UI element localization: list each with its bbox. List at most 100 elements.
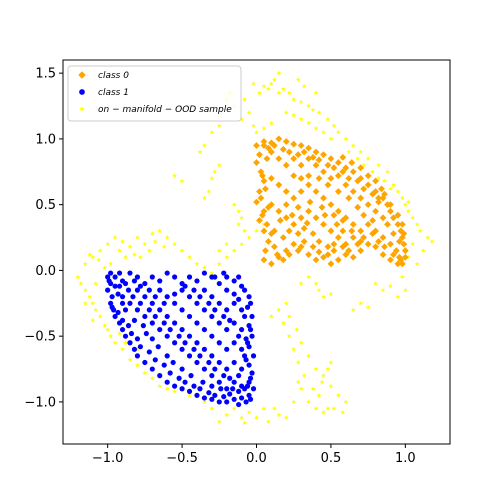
point-class-0 bbox=[320, 194, 327, 202]
point-class-0 bbox=[387, 256, 394, 264]
point-class-1 bbox=[247, 375, 254, 381]
point-class-1 bbox=[197, 386, 203, 392]
point-class-1 bbox=[122, 307, 129, 313]
point-class-1 bbox=[206, 390, 212, 396]
point-class-1 bbox=[206, 359, 212, 366]
point-class-1 bbox=[186, 313, 193, 320]
point-class-1 bbox=[194, 359, 200, 366]
point-class-1 bbox=[186, 274, 193, 280]
point-ood-sample bbox=[286, 313, 292, 319]
point-ood-sample bbox=[268, 313, 274, 319]
point-class-1 bbox=[246, 323, 252, 329]
point-ood-sample bbox=[387, 186, 393, 191]
point-class-0 bbox=[312, 188, 320, 195]
point-class-0 bbox=[282, 201, 290, 209]
point-class-1 bbox=[239, 366, 245, 372]
point-ood-sample bbox=[127, 244, 133, 249]
point-class-0 bbox=[320, 253, 327, 261]
point-class-0 bbox=[253, 198, 260, 206]
series-class-1 bbox=[105, 270, 257, 408]
point-ood-sample bbox=[429, 238, 435, 244]
point-ood-sample bbox=[321, 294, 326, 299]
legend-marker-ood-sample bbox=[79, 106, 85, 112]
point-class-1 bbox=[216, 399, 222, 405]
point-ood-sample bbox=[224, 241, 230, 247]
point-ood-sample bbox=[87, 252, 93, 257]
point-ood-sample bbox=[82, 300, 88, 306]
point-class-0 bbox=[354, 177, 362, 185]
point-class-1 bbox=[186, 294, 193, 300]
point-class-0 bbox=[294, 151, 302, 159]
point-class-1 bbox=[209, 383, 215, 389]
point-ood-sample bbox=[365, 304, 371, 310]
point-class-1 bbox=[134, 307, 141, 313]
point-class-0 bbox=[263, 220, 271, 228]
point-class-1 bbox=[131, 346, 138, 352]
x-tick-label: −0.5 bbox=[166, 451, 198, 466]
point-class-1 bbox=[125, 323, 132, 329]
point-class-0 bbox=[300, 148, 308, 156]
point-class-1 bbox=[221, 394, 227, 400]
point-ood-sample bbox=[179, 248, 185, 253]
point-class-0 bbox=[305, 207, 312, 215]
y-tick-label: −1.0 bbox=[24, 395, 56, 410]
point-ood-sample bbox=[246, 110, 252, 115]
point-class-1 bbox=[201, 346, 208, 352]
point-class-0 bbox=[360, 234, 368, 241]
point-class-1 bbox=[239, 383, 245, 389]
point-ood-sample bbox=[117, 330, 123, 336]
y-tick-label: 1.5 bbox=[35, 67, 56, 82]
point-ood-sample bbox=[276, 90, 282, 95]
point-ood-sample bbox=[355, 156, 361, 161]
point-class-0 bbox=[345, 247, 353, 255]
point-class-0 bbox=[334, 234, 342, 241]
point-class-0 bbox=[312, 161, 320, 169]
point-ood-sample bbox=[149, 230, 155, 236]
point-ood-sample bbox=[239, 215, 245, 220]
point-ood-sample bbox=[172, 388, 178, 394]
point-class-1 bbox=[137, 283, 143, 289]
point-class-1 bbox=[241, 287, 248, 293]
point-class-1 bbox=[247, 396, 254, 402]
point-ood-sample bbox=[370, 169, 376, 174]
y-tick-label: 0.5 bbox=[35, 198, 56, 213]
point-ood-sample bbox=[197, 149, 203, 155]
point-class-0 bbox=[334, 207, 342, 215]
point-ood-sample bbox=[376, 175, 382, 181]
point-class-0 bbox=[357, 227, 365, 235]
point-ood-sample bbox=[321, 129, 326, 135]
point-class-0 bbox=[315, 174, 323, 182]
point-class-0 bbox=[290, 240, 298, 248]
point-class-1 bbox=[216, 280, 222, 287]
point-ood-sample bbox=[82, 287, 88, 293]
point-class-0 bbox=[400, 240, 408, 248]
point-class-0 bbox=[305, 144, 312, 152]
point-ood-sample bbox=[271, 77, 277, 82]
point-class-0 bbox=[256, 151, 263, 159]
legend-label-class-0: class 0 bbox=[98, 71, 129, 81]
point-ood-sample bbox=[395, 188, 401, 194]
point-class-1 bbox=[239, 283, 245, 289]
point-class-0 bbox=[253, 159, 260, 166]
point-ood-sample bbox=[425, 234, 431, 240]
point-ood-sample bbox=[276, 70, 282, 76]
point-class-1 bbox=[179, 366, 185, 372]
point-ood-sample bbox=[209, 405, 215, 411]
point-ood-sample bbox=[209, 129, 215, 135]
point-ood-sample bbox=[261, 405, 267, 411]
point-class-1 bbox=[236, 388, 242, 394]
point-class-0 bbox=[379, 194, 387, 202]
point-class-1 bbox=[243, 399, 249, 405]
point-ood-sample bbox=[286, 333, 292, 339]
point-ood-sample bbox=[321, 409, 326, 415]
point-class-0 bbox=[330, 247, 338, 255]
point-class-0 bbox=[400, 230, 408, 237]
point-class-1 bbox=[172, 383, 178, 389]
point-class-0 bbox=[321, 211, 329, 219]
point-ood-sample bbox=[283, 415, 289, 420]
point-class-1 bbox=[206, 300, 212, 306]
point-class-1 bbox=[152, 294, 158, 300]
point-class-1 bbox=[115, 291, 121, 297]
point-class-1 bbox=[131, 278, 138, 284]
point-class-1 bbox=[130, 294, 136, 300]
